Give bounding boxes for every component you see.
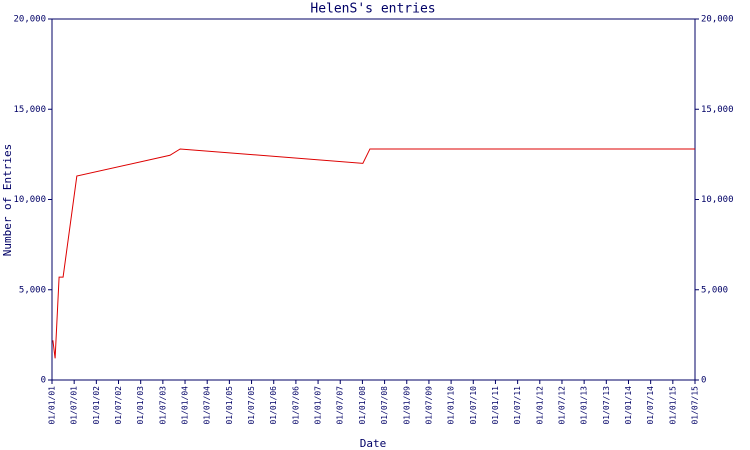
x-tick-label: 01/01/13 xyxy=(580,386,589,425)
x-tick-label: 01/01/14 xyxy=(624,386,633,425)
plot-frame xyxy=(51,18,696,381)
x-tick-label: 01/07/13 xyxy=(602,386,611,425)
x-tick-label: 01/07/03 xyxy=(158,386,167,425)
x-tick-label: 01/07/12 xyxy=(557,386,566,425)
x-tick-label: 01/01/09 xyxy=(402,386,411,425)
x-tick-label: 01/07/15 xyxy=(691,386,700,425)
x-tick-label: 01/01/05 xyxy=(225,386,234,425)
x-tick-label: 01/07/06 xyxy=(291,386,300,425)
x-tick-label: 01/07/08 xyxy=(380,386,389,425)
y2-tick-label: 0 xyxy=(701,376,706,386)
x-tick-label: 01/01/03 xyxy=(136,386,145,425)
y-tick-label: 15,000 xyxy=(13,105,46,115)
chart-title: HelenS's entries xyxy=(310,2,435,17)
x-tick-label: 01/07/05 xyxy=(247,386,256,425)
x-tick-label: 01/07/04 xyxy=(203,386,212,425)
x-tick-label: 01/01/15 xyxy=(668,386,677,425)
x-tick-label: 01/01/04 xyxy=(181,386,190,425)
y-tick-label: 20,000 xyxy=(13,15,46,25)
x-tick-label: 01/01/07 xyxy=(314,386,323,425)
x-tick-label: 01/01/11 xyxy=(491,386,500,425)
y2-tick-label: 20,000 xyxy=(701,15,734,25)
y-tick-label: 0 xyxy=(41,376,46,386)
data-line xyxy=(52,148,695,359)
x-tick-label: 01/01/06 xyxy=(269,386,278,425)
y-axis-title: Number of Entries xyxy=(1,144,14,257)
x-tick-label: 01/01/08 xyxy=(358,386,367,425)
x-tick-label: 01/07/02 xyxy=(114,386,123,425)
x-tick-label: 01/01/02 xyxy=(92,386,101,425)
y2-tick-label: 10,000 xyxy=(701,195,734,205)
x-tick-label: 01/01/01 xyxy=(48,386,57,425)
x-tick-label: 01/07/07 xyxy=(336,386,345,425)
x-tick-label: 01/07/10 xyxy=(469,386,478,425)
x-tick-label: 01/07/01 xyxy=(70,386,79,425)
x-tick-label: 01/07/09 xyxy=(424,386,433,425)
x-tick-label: 01/07/14 xyxy=(646,386,655,425)
x-tick-label: 01/01/12 xyxy=(535,386,544,425)
y-tick-label: 10,000 xyxy=(13,195,46,205)
x-tick-label: 01/07/11 xyxy=(513,386,522,425)
y-tick-label: 5,000 xyxy=(19,285,46,295)
x-tick-label: 01/01/10 xyxy=(447,386,456,425)
y2-tick-label: 15,000 xyxy=(701,105,734,115)
y2-tick-label: 5,000 xyxy=(701,285,728,295)
x-axis-title: Date xyxy=(360,437,387,450)
